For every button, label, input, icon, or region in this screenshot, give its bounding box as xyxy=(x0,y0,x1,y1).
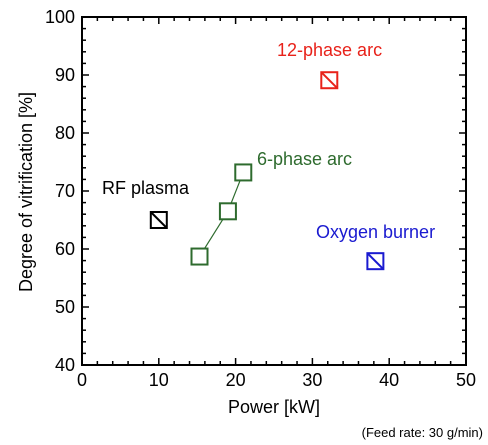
data-marks xyxy=(149,71,385,271)
series-label-oxygen-burner: Oxygen burner xyxy=(316,222,435,242)
series-labels: RF plasma 6-phase arc 12-phase arc Oxyge… xyxy=(102,40,435,242)
marker-diagonal xyxy=(320,71,339,89)
data-point-marker xyxy=(190,247,209,266)
series-label-12-phase-arc: 12-phase arc xyxy=(277,40,382,60)
y-tick-label: 80 xyxy=(55,123,75,143)
x-tick-label: 50 xyxy=(456,370,476,390)
y-axis-label: Degree of vitrification [%] xyxy=(16,92,36,292)
y-tick-label: 100 xyxy=(45,7,75,27)
series-label-6-phase-arc: 6-phase arc xyxy=(257,149,352,169)
x-tick-label: 30 xyxy=(302,370,322,390)
y-tick-label: 70 xyxy=(55,181,75,201)
series-connector-line xyxy=(230,180,241,204)
x-tick-label: 20 xyxy=(226,370,246,390)
marker-diagonal xyxy=(366,252,385,270)
y-tick-label: 50 xyxy=(55,297,75,317)
y-tick-label: 90 xyxy=(55,65,75,85)
y-tick-label: 60 xyxy=(55,239,75,259)
series-connector-line xyxy=(204,218,224,249)
marker-diagonal xyxy=(150,211,168,229)
x-axis-label: Power [kW] xyxy=(228,397,320,417)
x-tick-label: 40 xyxy=(379,370,399,390)
x-tick-label: 10 xyxy=(149,370,169,390)
x-tick-label: 0 xyxy=(77,370,87,390)
data-point-marker xyxy=(218,202,237,221)
data-point-marker xyxy=(234,163,253,182)
axes: 0 10 20 30 40 50 40 50 60 70 80 90 100 xyxy=(45,7,476,390)
feed-rate-note: (Feed rate: 30 g/min) xyxy=(362,425,483,440)
series-label-rf-plasma: RF plasma xyxy=(102,178,190,198)
y-tick-label: 40 xyxy=(55,355,75,375)
